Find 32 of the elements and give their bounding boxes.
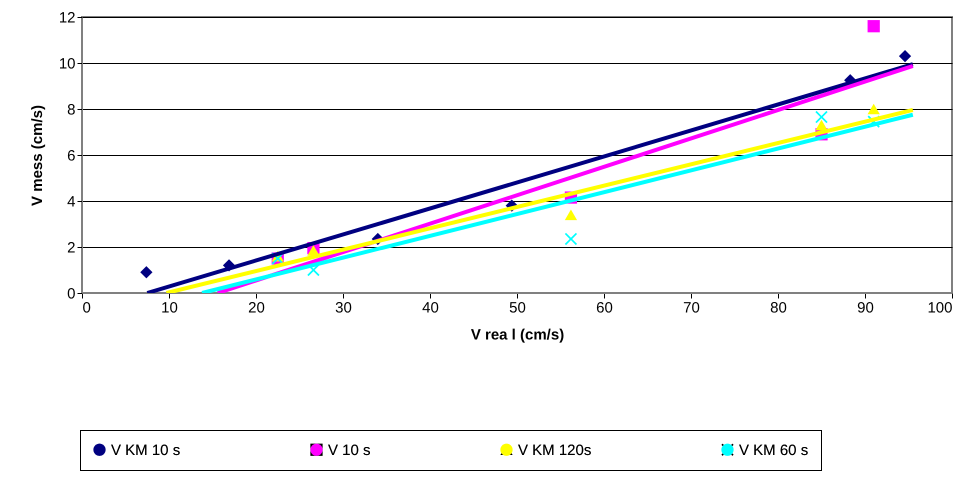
y-tick-label: 6 <box>67 148 76 164</box>
point <box>564 232 578 246</box>
legend-label: V KM 10 s <box>111 442 180 459</box>
y-axis-title: V mess (cm/s) <box>28 105 46 206</box>
point <box>815 110 828 124</box>
point <box>898 50 912 62</box>
point <box>868 104 880 114</box>
y-tick-label: 8 <box>67 102 76 118</box>
legend-label: V KM 60 s <box>739 442 808 459</box>
x-tick-label: 100 <box>927 300 952 316</box>
x-tick-label: 80 <box>770 300 787 316</box>
x-tick-label: 70 <box>683 300 700 316</box>
x-tick-label: 60 <box>596 300 613 316</box>
y-tick-label: 4 <box>67 194 76 210</box>
y-tick-label: 0 <box>67 286 76 302</box>
y-tick-label: 10 <box>58 56 76 72</box>
point <box>140 266 153 278</box>
legend-label: V 10 s <box>328 442 371 459</box>
x-tick-label: 90 <box>857 300 874 316</box>
x-tick-label: 40 <box>422 300 439 316</box>
y-tick-label: 2 <box>67 240 76 256</box>
x-tick-label: 50 <box>509 300 526 316</box>
x-tick-label: 30 <box>335 300 352 316</box>
point <box>815 120 828 130</box>
x-axis-title: V rea l (cm/s) <box>470 326 564 344</box>
x-tick-label: 0 <box>82 300 91 316</box>
point <box>868 20 880 32</box>
x-tick-label: 20 <box>248 300 265 316</box>
legend-label: V KM 120s <box>518 442 592 459</box>
x-tick-label: 10 <box>161 300 178 316</box>
y-tick-label: 12 <box>58 10 76 26</box>
point <box>564 209 578 220</box>
